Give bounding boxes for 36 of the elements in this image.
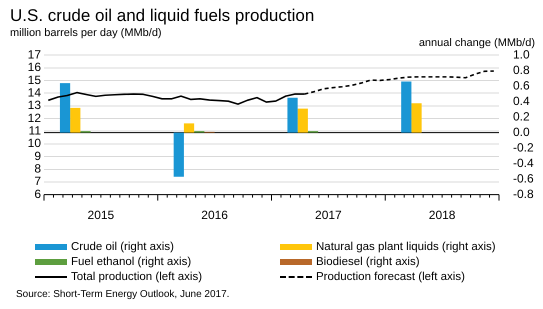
y2-tick-label: -0.2 (513, 140, 534, 154)
source-note: Source: Short-Term Energy Outlook, June 2017. (16, 289, 230, 300)
y2-axis-title: annual change (MMb/d) (418, 37, 535, 49)
y-tick-label: 15 (28, 72, 42, 87)
y2-tick-label: 0.4 (513, 94, 530, 108)
y-tick-label: 8 (34, 162, 42, 176)
y-tick-label: 6 (34, 186, 42, 201)
x-tick-label: 2015 (88, 208, 115, 222)
y-tick-label: 9 (34, 148, 42, 163)
y2-tick-label: 0.6 (513, 78, 530, 92)
y-tick-label: 11 (28, 124, 42, 138)
x-tick-label: 2016 (201, 208, 228, 222)
x-tick-label: 2017 (315, 208, 342, 222)
y2-tick-label: -0.4 (513, 156, 534, 170)
y2-tick-label: 0.0 (513, 124, 530, 139)
legend-label: Production forecast (left axis) (316, 271, 465, 283)
y-tick-label: 10 (28, 136, 42, 150)
y-tick-label: 17 (28, 48, 42, 62)
y-tick-label: 14 (28, 86, 42, 100)
legend-label: Natural gas plant liquids (right axis) (316, 241, 496, 253)
legend-label: Crude oil (right axis) (71, 241, 174, 253)
y2-tick-label: 1.0 (513, 48, 530, 62)
legend-label: Total production (left axis) (71, 271, 202, 283)
y-tick-label: 13 (28, 98, 42, 112)
x-tick-label: 2018 (428, 208, 456, 222)
y-tick-label: 16 (28, 60, 42, 74)
legend-label: Biodiesel (right axis) (316, 256, 420, 268)
legend-label: Fuel ethanol (right axis) (71, 256, 192, 268)
y2-tick-label: -0.8 (513, 186, 534, 201)
y-axis-title: million barrels per day (MMb/d) (10, 27, 162, 39)
y2-tick-label: 0.2 (513, 109, 530, 124)
y2-tick-label: 0.8 (513, 63, 530, 77)
y-tick-label: 12 (28, 110, 42, 125)
y-tick-label: 7 (34, 174, 42, 188)
chart-title: U.S. crude oil and liquid fuels production (10, 6, 314, 26)
y2-tick-label: -0.6 (513, 171, 534, 186)
